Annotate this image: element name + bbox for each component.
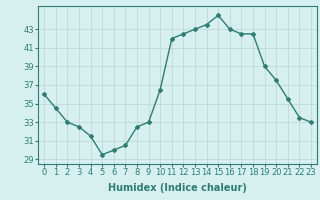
X-axis label: Humidex (Indice chaleur): Humidex (Indice chaleur): [108, 183, 247, 193]
